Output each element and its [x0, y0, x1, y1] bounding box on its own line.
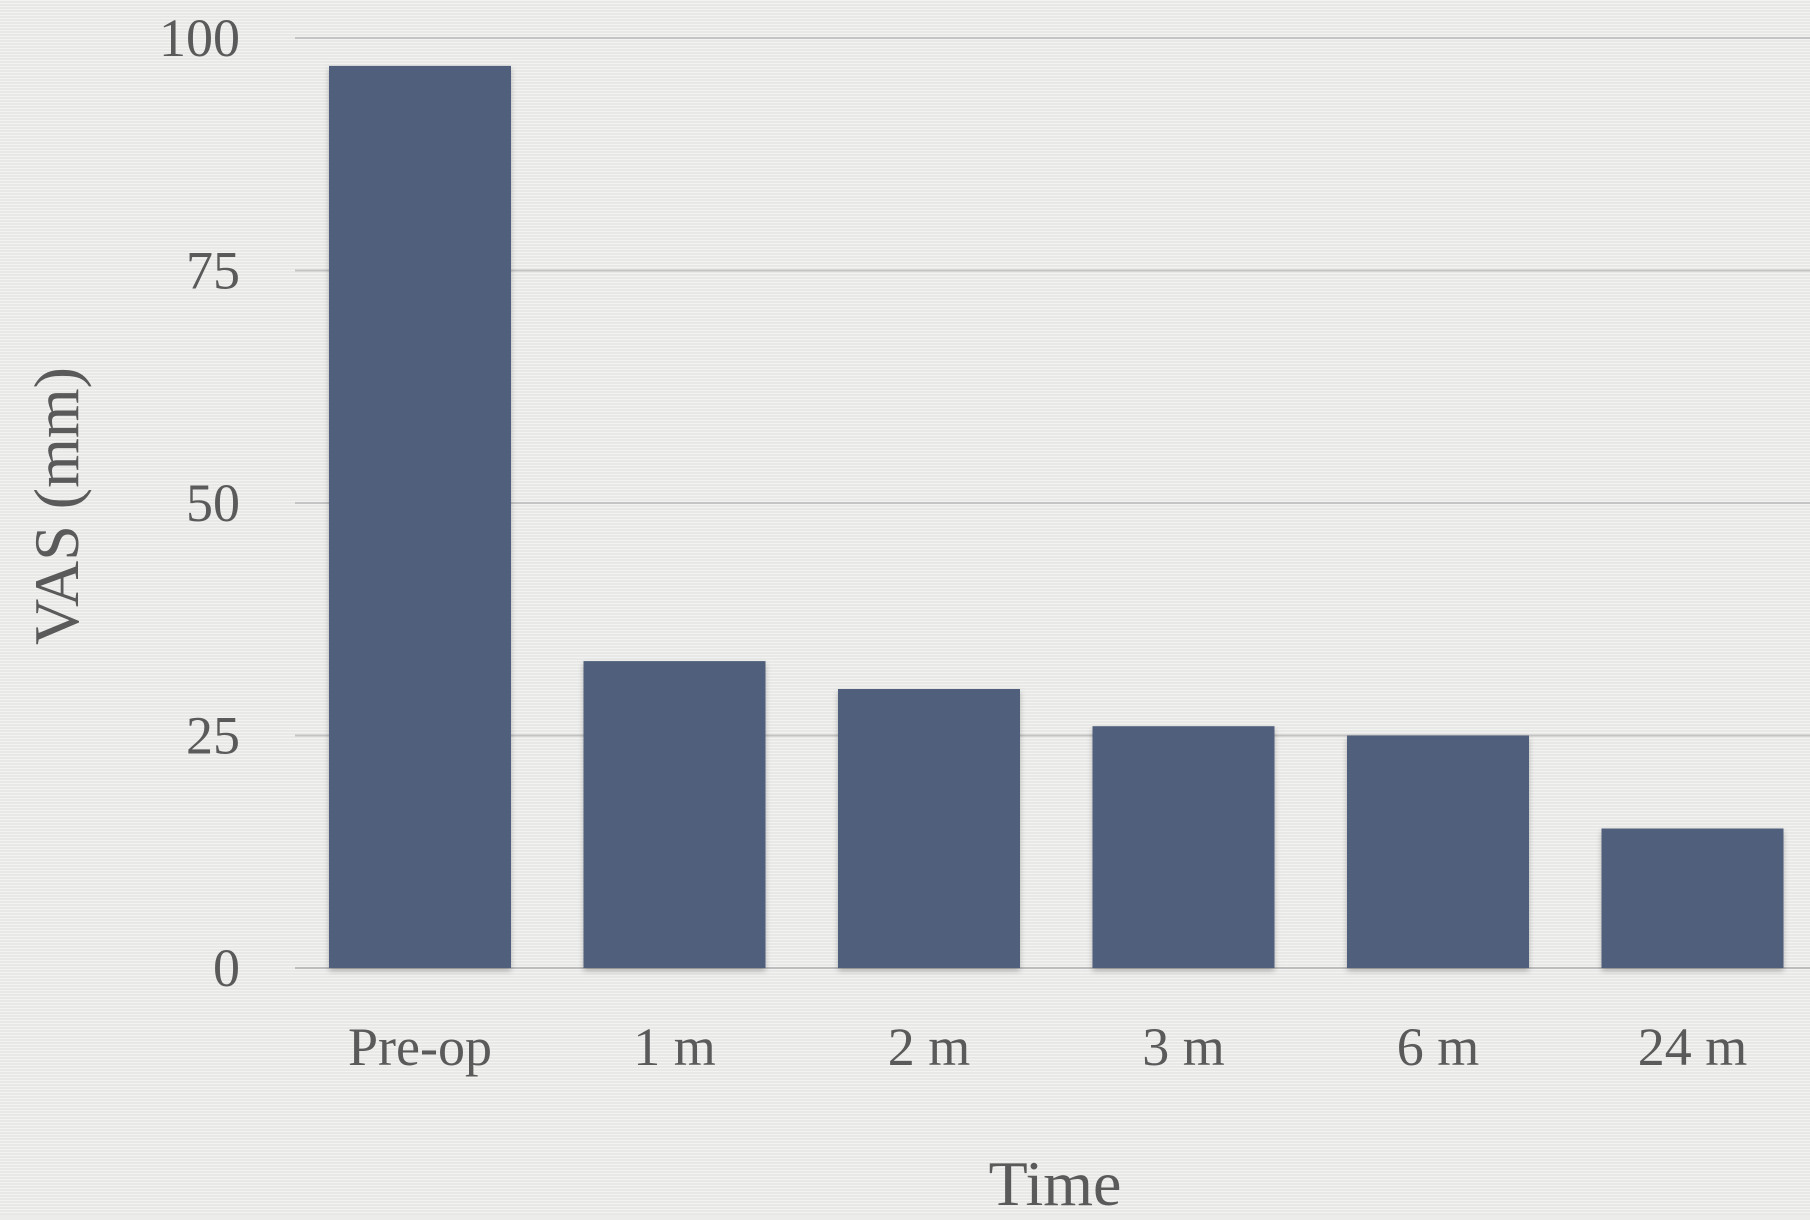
y-axis-title: VAS (mm) — [21, 367, 92, 645]
x-tick-label: 24 m — [1638, 1017, 1748, 1077]
bar-pre-op — [329, 65, 511, 968]
y-tick-label: 25 — [186, 706, 240, 766]
x-tick-label: 3 m — [1142, 1017, 1225, 1077]
bar-1-m — [583, 661, 766, 968]
y-tick-label: 0 — [213, 938, 240, 998]
x-tick-label: 1 m — [633, 1017, 716, 1077]
x-axis-ticks: Pre-op 1 m 2 m 3 m 6 m 24 m — [348, 1017, 1747, 1077]
x-axis-title: Time — [989, 1148, 1122, 1215]
y-axis-ticks: 0 25 50 75 100 — [159, 8, 240, 998]
bar-2-m — [838, 689, 1020, 968]
x-tick-label: Pre-op — [348, 1017, 492, 1077]
bar-24-m — [1601, 828, 1784, 968]
y-tick-label: 100 — [159, 8, 240, 68]
gridlines — [295, 37, 1810, 969]
bar-6-m — [1347, 735, 1529, 968]
y-tick-label: 50 — [186, 473, 240, 533]
bars — [329, 65, 1784, 968]
x-tick-label: 6 m — [1397, 1017, 1480, 1077]
y-tick-label: 75 — [186, 241, 240, 301]
x-tick-label: 2 m — [888, 1017, 971, 1077]
bar-3-m — [1092, 726, 1275, 968]
